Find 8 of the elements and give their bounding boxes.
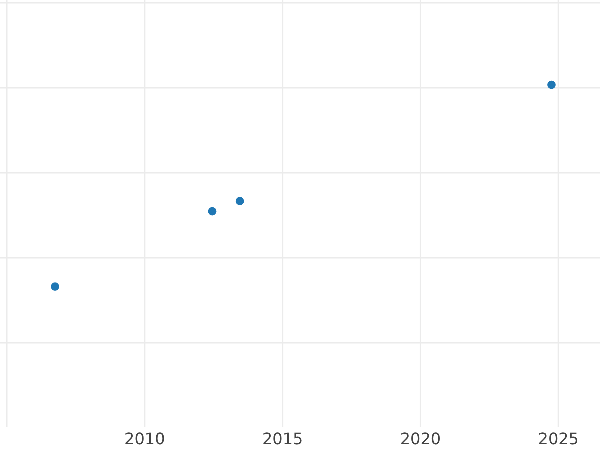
point xyxy=(548,80,556,90)
x-tick-label: 2020 xyxy=(400,429,442,448)
x-tick-label: 2015 xyxy=(262,429,304,448)
point xyxy=(208,207,217,216)
point xyxy=(236,197,244,206)
point xyxy=(51,282,60,291)
x-tick-label: 2025 xyxy=(538,429,579,448)
x-tick-label: 2010 xyxy=(124,429,166,448)
